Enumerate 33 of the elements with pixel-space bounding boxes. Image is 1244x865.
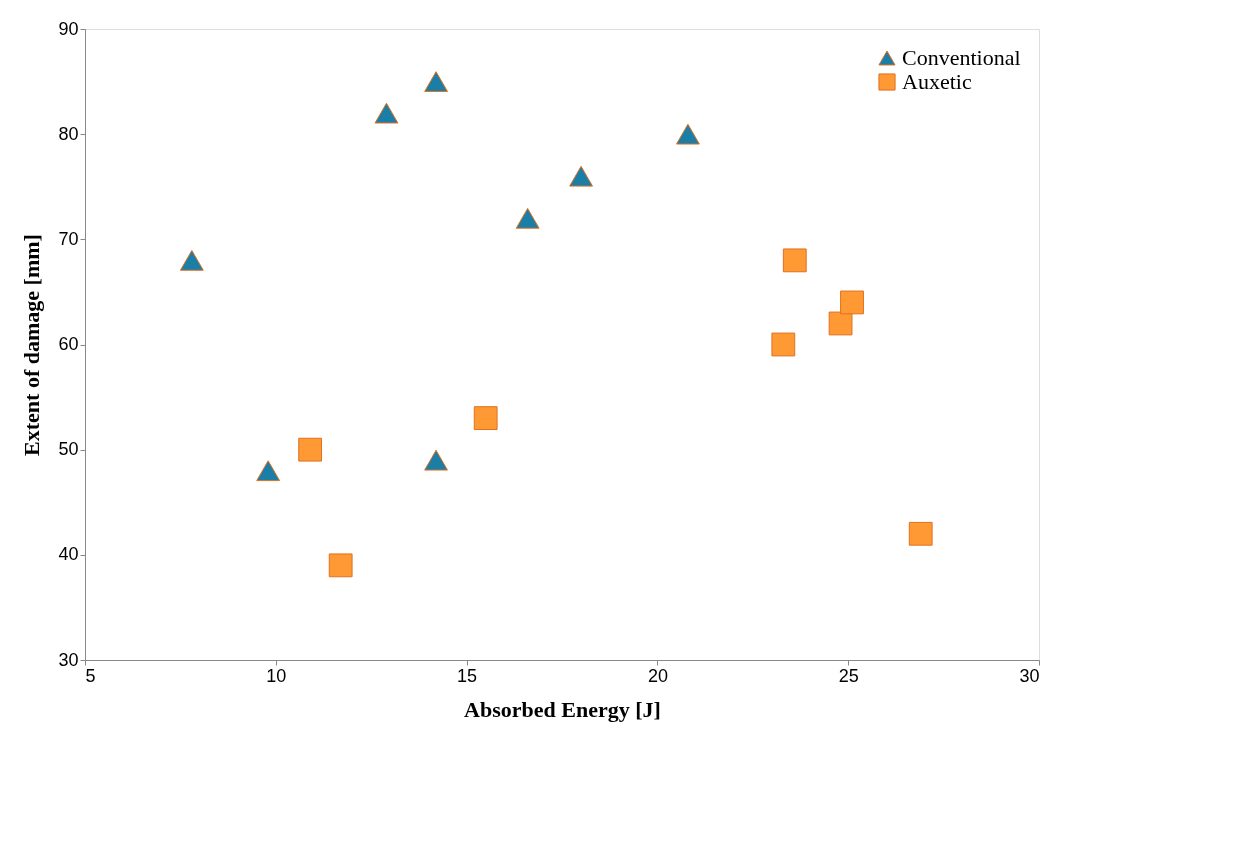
point xyxy=(828,311,853,336)
y-tick-label: 80 xyxy=(58,123,79,144)
x-tick-label: 30 xyxy=(1019,665,1040,686)
y-axis-title: Extent of damage [mm] xyxy=(19,234,45,456)
point xyxy=(424,449,448,471)
point xyxy=(424,71,448,92)
y-tick-label: 70 xyxy=(58,228,79,249)
x-tick-label: 15 xyxy=(457,665,478,686)
x-axis-title: Absorbed Energy [J] xyxy=(464,696,661,722)
point xyxy=(328,553,353,578)
y-tick-label: 90 xyxy=(58,18,79,39)
y-tick-label: 50 xyxy=(58,439,79,460)
point xyxy=(515,207,540,229)
y-tick-label: 60 xyxy=(58,334,79,354)
point xyxy=(256,460,281,482)
point xyxy=(908,521,933,546)
point xyxy=(298,437,323,462)
legend-label: Conventional xyxy=(902,45,1021,70)
y-tick-label: 30 xyxy=(58,649,79,670)
x-tick-label: 20 xyxy=(647,665,668,686)
point xyxy=(374,102,399,124)
legend-label: Auxetic xyxy=(902,69,972,94)
point xyxy=(840,290,864,315)
x-tick-label: 10 xyxy=(266,665,287,686)
x-tick-label: 25 xyxy=(838,665,859,686)
point xyxy=(676,123,700,145)
y-tick-label: 40 xyxy=(58,544,79,565)
point xyxy=(179,249,204,271)
x-tick-label: 5 xyxy=(85,665,96,686)
point xyxy=(771,332,796,357)
point xyxy=(473,406,498,431)
point xyxy=(782,248,807,273)
point xyxy=(569,165,593,187)
